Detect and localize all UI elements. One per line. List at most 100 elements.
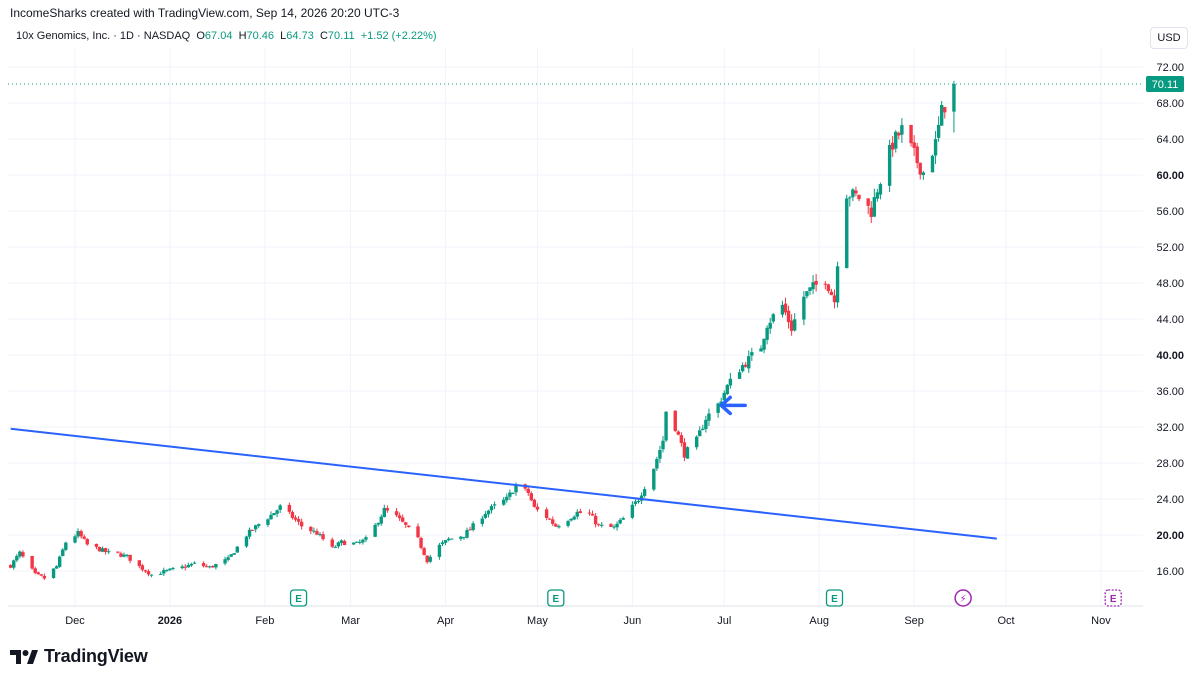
candle-up	[887, 144, 892, 186]
candle-down	[79, 531, 83, 537]
candle-down	[299, 521, 304, 527]
candle-down	[394, 511, 399, 516]
candle-up	[192, 562, 197, 564]
candle-up	[936, 124, 941, 138]
candle-up	[159, 573, 163, 575]
annotation-arrow-icon	[719, 395, 747, 416]
candle-down	[296, 518, 301, 522]
candle-down	[33, 568, 37, 573]
candle-down	[419, 537, 423, 548]
candle-up	[18, 551, 22, 557]
price-tick-label: 64.00	[1156, 134, 1184, 146]
candle-up	[247, 529, 252, 537]
candle-up	[737, 372, 742, 379]
candle-down	[128, 554, 132, 561]
candle-up	[740, 365, 745, 372]
candle-up	[618, 519, 622, 524]
candle-up	[364, 537, 368, 540]
price-tick-label: 40.00	[1156, 350, 1184, 362]
price-tick-label: 44.00	[1156, 314, 1184, 326]
time-tick-label: Jul	[717, 615, 731, 627]
candle-up	[382, 507, 387, 518]
candle-up	[379, 516, 383, 524]
candle-down	[137, 560, 142, 566]
candle-down	[897, 132, 901, 136]
price-axis[interactable]: 16.00 20.00 24.00 28.00 32.00 36.00 40.00 44.00…	[1146, 62, 1184, 578]
candle-down	[866, 198, 870, 206]
candle-up	[244, 536, 249, 547]
candle-down	[890, 142, 895, 150]
candle-down	[532, 499, 537, 507]
candle-up	[505, 496, 509, 501]
candle-up	[336, 542, 341, 547]
candle-down	[119, 553, 123, 557]
candle-up	[771, 314, 775, 322]
price-tick-label: 72.00	[1156, 62, 1184, 74]
candle-up	[872, 197, 877, 217]
candle-up	[106, 551, 111, 553]
candle-up	[701, 428, 705, 430]
price-tick-label: 52.00	[1156, 242, 1184, 254]
candle-up	[808, 287, 812, 291]
candle-down	[814, 280, 818, 285]
candle-up	[440, 542, 445, 545]
candle-down	[342, 540, 347, 546]
price-tick-label: 28.00	[1156, 458, 1184, 470]
candle-up	[508, 492, 512, 497]
candle-up	[171, 567, 175, 569]
candle-up	[875, 192, 880, 199]
candle-up	[630, 504, 635, 518]
candle-up	[572, 516, 576, 520]
candle-up	[186, 565, 191, 568]
candle-down	[679, 435, 684, 443]
candle-down	[422, 548, 426, 555]
tradingview-brand[interactable]: TradingView	[10, 646, 148, 667]
candle-down	[587, 512, 592, 514]
time-tick-label: Nov	[1091, 615, 1111, 627]
last-price-badge	[1146, 76, 1184, 93]
candle-up	[725, 384, 730, 394]
candle-up	[437, 544, 442, 557]
candle-up	[165, 569, 169, 571]
close-value: 70.11	[327, 30, 355, 42]
candle-up	[214, 564, 218, 568]
candle-down	[544, 509, 549, 519]
candle-up	[894, 131, 898, 149]
candle-down	[146, 571, 151, 575]
candle-down	[676, 431, 681, 435]
candle-up	[73, 536, 77, 543]
candle-down	[943, 107, 947, 113]
candle-up	[655, 458, 659, 469]
candle-up	[694, 436, 699, 448]
candle-down	[832, 295, 837, 303]
candle-up	[428, 556, 432, 562]
candle-up	[612, 526, 616, 528]
time-tick-label: Aug	[809, 615, 829, 627]
high-value: 70.46	[246, 30, 275, 42]
currency-button[interactable]: USD	[1150, 27, 1188, 49]
candle-down	[915, 146, 919, 164]
price-chart[interactable]: 16.00 20.00 24.00 28.00 32.00 36.00 40.00 44.00…	[0, 0, 1199, 640]
candle-up	[462, 536, 466, 538]
open-value: 67.04	[204, 30, 233, 42]
candle-up	[939, 104, 944, 126]
earnings-event-icon	[289, 589, 308, 607]
price-tick-label: 48.00	[1156, 278, 1184, 290]
candle-up	[361, 539, 365, 543]
event-markers: E E E ⚡ E	[289, 589, 1122, 607]
candle-down	[293, 517, 298, 520]
time-axis[interactable]: Dec 2026 Feb Mar Apr May Jun Jul Aug Sep Oct Nov	[65, 615, 1111, 627]
price-tick-label: 36.00	[1156, 386, 1184, 398]
candle-down	[290, 512, 295, 518]
candle-up	[489, 506, 494, 511]
price-tick-label: 60.00	[1156, 170, 1184, 182]
candle-up	[180, 566, 184, 569]
earnings-event-icon	[825, 589, 844, 607]
candle-up	[235, 546, 240, 553]
candle-up	[600, 524, 604, 526]
candle-up	[471, 523, 475, 531]
candle-down	[309, 527, 313, 532]
candle-up	[719, 401, 723, 404]
candle-down	[201, 563, 206, 567]
candle-down	[385, 508, 390, 511]
